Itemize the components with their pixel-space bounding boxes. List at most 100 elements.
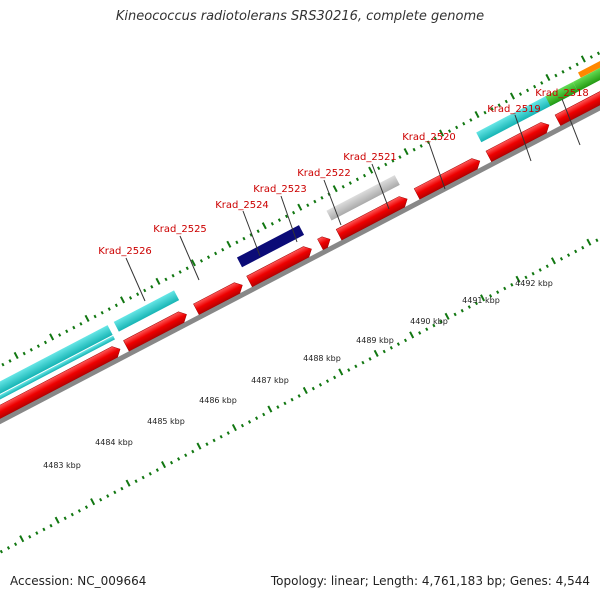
lower-tick: [545, 264, 549, 269]
gene-label[interactable]: Krad_2524: [215, 200, 269, 211]
cds-arrow: [554, 84, 600, 126]
cds-arrow: [193, 282, 243, 315]
lower-tick: [0, 549, 3, 554]
lower-tick: [141, 475, 145, 480]
upper-tick: [155, 277, 161, 285]
scale-label: 4485 kbp: [147, 417, 185, 426]
gene-label[interactable]: Krad_2521: [343, 152, 397, 163]
scale-label: 4490 kbp: [410, 317, 448, 326]
upper-tick: [341, 184, 345, 189]
lower-tick: [6, 546, 11, 550]
lower-tick: [474, 301, 478, 306]
upper-tick: [22, 351, 26, 356]
lower-tick: [247, 420, 252, 424]
upper-tick: [84, 314, 90, 322]
lower-tick: [90, 498, 96, 506]
upper-tick: [561, 70, 565, 74]
upper-tick: [120, 296, 126, 304]
lower-tick: [368, 357, 372, 361]
upper-tick: [362, 173, 367, 178]
upper-tick: [368, 166, 374, 174]
lower-tick: [54, 516, 60, 524]
lower-tick: [262, 412, 266, 417]
lower-tick: [409, 331, 415, 339]
upper-tick: [8, 359, 12, 363]
cds-arrow: [123, 311, 187, 352]
upper-tick: [13, 351, 19, 360]
green-feature: [545, 81, 578, 107]
upper-tick: [490, 107, 494, 111]
upper-tick: [277, 218, 282, 222]
lower-tick: [389, 345, 393, 350]
gene-label[interactable]: Krad_2520: [402, 132, 456, 143]
scale-label: 4483 kbp: [43, 461, 81, 470]
lower-tick: [382, 349, 386, 354]
lower-tick: [77, 509, 81, 513]
gene-leader-line: [125, 257, 146, 302]
lower-tick: [28, 535, 32, 539]
upper-tick: [43, 340, 48, 345]
gene-leader-line: [371, 163, 390, 210]
lower-tick: [453, 312, 457, 317]
gene-label[interactable]: Krad_2526: [98, 246, 152, 257]
lower-tick: [361, 360, 365, 365]
upper-tick: [292, 210, 296, 215]
cyan-feature: [113, 290, 180, 332]
upper-tick: [270, 222, 274, 226]
upper-tick: [93, 314, 97, 319]
cyan-feature: [0, 335, 115, 417]
lower-tick: [325, 379, 330, 383]
lower-tick: [120, 486, 124, 491]
lower-tick: [338, 368, 344, 376]
lower-tick: [574, 249, 578, 254]
scale-label: 4484 kbp: [95, 438, 133, 447]
gene-label[interactable]: Krad_2523: [253, 184, 307, 195]
cds-arrow: [413, 158, 481, 200]
lower-tick: [354, 364, 358, 369]
gene-label[interactable]: Krad_2525: [153, 224, 207, 235]
upper-tick: [474, 110, 480, 119]
upper-tick: [545, 73, 551, 82]
topology-text: Topology: linear; Length: 4,761,183 bp; …: [270, 574, 590, 588]
upper-tick: [439, 129, 445, 137]
upper-tick: [433, 136, 437, 141]
upper-tick: [150, 285, 154, 289]
upper-tick: [164, 277, 168, 282]
orange-feature: [578, 44, 600, 78]
upper-tick: [332, 185, 338, 193]
gene-label[interactable]: Krad_2522: [297, 168, 351, 179]
gene-labels: Krad_2526 Krad_2525 Krad_2524 Krad_2523 …: [98, 88, 589, 302]
upper-tick: [554, 73, 558, 78]
lower-tick: [212, 438, 216, 443]
genome-title: Kineococcus radiotolerans SRS30216, comp…: [115, 9, 485, 24]
cds-arrow: [0, 346, 121, 432]
upper-tick: [190, 259, 196, 267]
lower-tick: [177, 457, 181, 461]
lower-tick: [13, 542, 18, 547]
lower-tick: [488, 294, 493, 298]
gene-label[interactable]: Krad_2519: [487, 104, 541, 115]
gene-label[interactable]: Krad_2518: [535, 88, 589, 99]
upper-tick: [391, 158, 395, 163]
lower-tick: [297, 394, 301, 398]
lower-tick: [373, 349, 379, 357]
lower-tick: [460, 308, 464, 313]
lower-tick: [566, 253, 571, 257]
upper-tick: [355, 177, 359, 182]
upper-tick: [297, 203, 303, 211]
scale-label: 4487 kbp: [251, 376, 289, 385]
lower-tick: [205, 442, 209, 446]
gene-leader-line: [242, 210, 261, 257]
lower-tick: [148, 472, 152, 476]
upper-tick: [143, 288, 147, 293]
lower-tick: [63, 516, 67, 521]
upper-tick: [72, 325, 76, 330]
upper-tick: [171, 273, 175, 278]
lower-tick: [586, 238, 592, 246]
scale-ruler: 4483 kbp 4484 kbp 4485 kbp 4486 kbp 4487…: [43, 279, 553, 470]
genome-track: [0, 44, 600, 554]
lower-tick: [113, 490, 117, 495]
gene-leader-line: [323, 179, 342, 226]
upper-tick: [377, 166, 381, 170]
